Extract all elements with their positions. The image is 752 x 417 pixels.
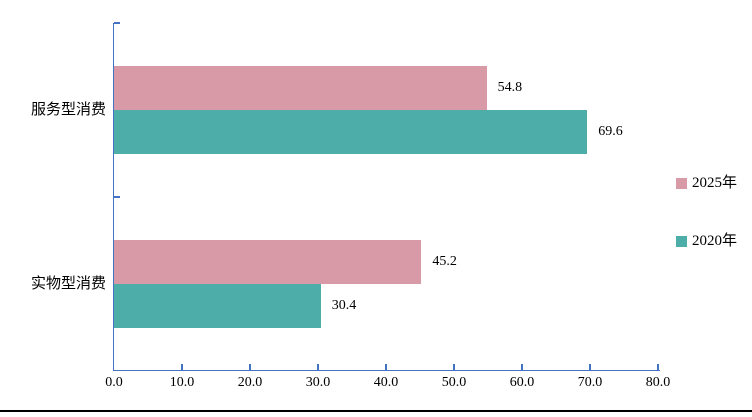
x-axis-tick-label: 10.0 xyxy=(169,375,195,390)
legend-swatch xyxy=(676,178,687,189)
data-label: 54.8 xyxy=(497,80,523,95)
bar xyxy=(114,240,422,284)
data-label: 69.6 xyxy=(598,124,623,139)
legend-label: 2025年 xyxy=(692,175,738,191)
y-axis-tick xyxy=(114,22,120,24)
data-label: 30.4 xyxy=(331,298,357,313)
x-axis-tick-label: 30.0 xyxy=(305,375,331,390)
x-axis-tick-label: 60.0 xyxy=(509,375,535,390)
legend-item: 2025年 xyxy=(676,176,737,191)
x-axis-tick xyxy=(317,364,319,371)
x-axis-tick-label: 0.0 xyxy=(105,375,123,390)
category-label: 服务型消费 xyxy=(30,102,106,118)
x-axis-tick xyxy=(589,364,591,371)
bar xyxy=(114,284,321,328)
y-axis-line xyxy=(112,23,114,371)
x-axis-tick xyxy=(453,364,455,371)
data-label: 45.2 xyxy=(432,254,457,269)
category-label: 实物型消费 xyxy=(30,276,106,292)
x-axis-tick-label: 80.0 xyxy=(645,375,671,390)
x-axis-tick-label: 20.0 xyxy=(237,375,263,390)
legend-label: 2020年 xyxy=(692,233,738,249)
legend-swatch xyxy=(676,236,687,247)
y-axis-tick xyxy=(114,196,120,198)
x-axis-tick xyxy=(657,364,659,371)
x-axis-tick xyxy=(249,364,251,371)
x-axis-tick-label: 70.0 xyxy=(577,375,603,390)
bar xyxy=(114,66,487,110)
x-axis-tick-label: 50.0 xyxy=(441,375,467,390)
x-axis-tick xyxy=(181,364,183,371)
x-axis-tick-label: 40.0 xyxy=(373,375,399,390)
x-axis-tick xyxy=(385,364,387,371)
bar xyxy=(114,110,588,154)
legend-item: 2020年 xyxy=(676,234,737,249)
x-axis-tick xyxy=(521,364,523,371)
bottom-divider-line xyxy=(0,410,752,412)
